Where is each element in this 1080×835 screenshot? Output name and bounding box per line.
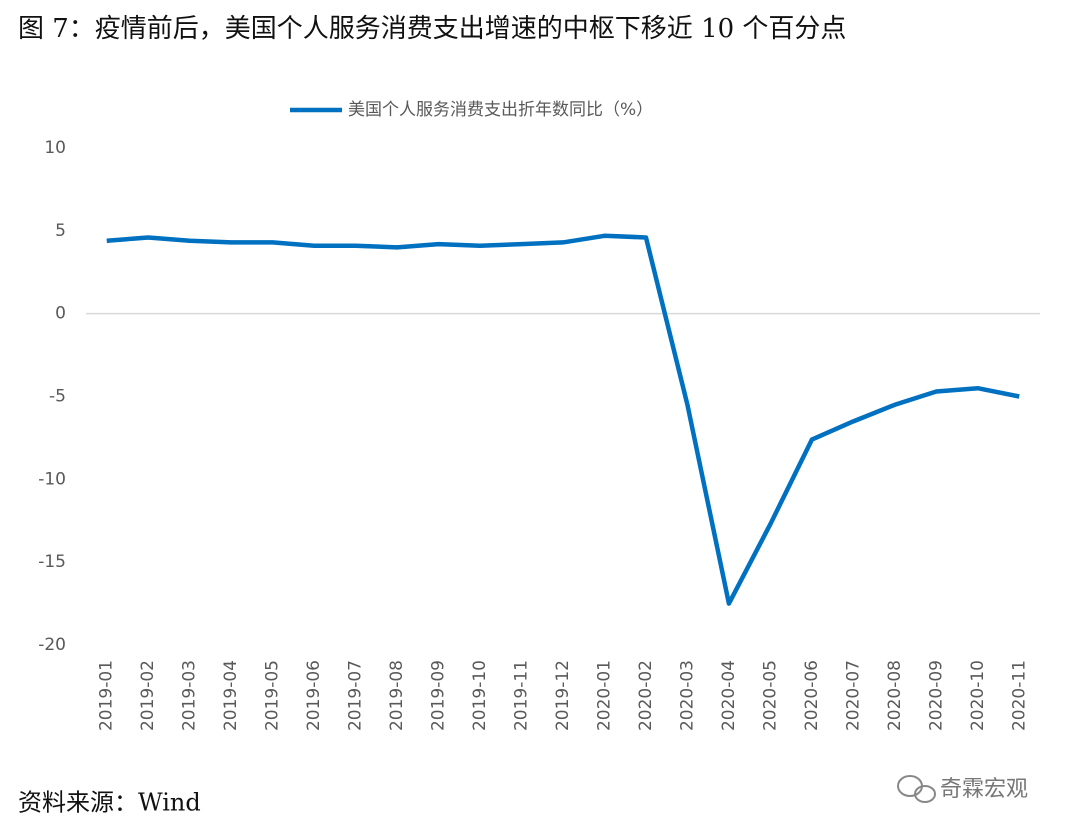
x-tick-label: 2019-03 bbox=[180, 660, 200, 731]
x-tick-label: 2019-06 bbox=[304, 660, 324, 731]
x-tick-label: 2019-09 bbox=[429, 660, 449, 731]
y-tick-label: 10 bbox=[44, 138, 66, 158]
x-tick-label: 2019-01 bbox=[97, 660, 117, 731]
x-tick-label: 2020-06 bbox=[802, 660, 822, 731]
x-tick-label: 2020-07 bbox=[843, 660, 863, 731]
x-tick-label: 2020-03 bbox=[677, 660, 697, 731]
y-tick-label: 0 bbox=[55, 304, 66, 324]
x-tick-label: 2020-10 bbox=[968, 660, 988, 731]
x-tick-label: 2020-02 bbox=[636, 660, 656, 731]
y-tick-label: -20 bbox=[38, 635, 66, 655]
x-tick-label: 2019-04 bbox=[221, 660, 241, 731]
x-tick-label: 2020-04 bbox=[719, 660, 739, 731]
x-tick-label: 2020-08 bbox=[885, 660, 905, 731]
x-tick-label: 2020-09 bbox=[926, 660, 946, 731]
y-tick-label: -15 bbox=[38, 552, 66, 572]
x-tick-label: 2019-02 bbox=[138, 660, 158, 731]
legend-label: 美国个人服务消费支出折年数同比（%） bbox=[348, 100, 653, 120]
watermark-icon bbox=[897, 775, 936, 803]
watermark: 奇霖宏观 bbox=[940, 777, 1028, 802]
x-tick-label: 2020-01 bbox=[594, 660, 614, 731]
x-tick-label: 2019-11 bbox=[512, 660, 532, 731]
x-tick-label: 2020-11 bbox=[1009, 660, 1029, 731]
x-tick-label: 2019-05 bbox=[263, 660, 283, 731]
x-tick-label: 2019-08 bbox=[387, 660, 407, 731]
y-tick-label: -10 bbox=[38, 469, 66, 489]
x-tick-label: 2020-05 bbox=[760, 660, 780, 731]
source-note: 资料来源：Wind bbox=[18, 789, 201, 817]
chart-title: 图 7：疫情前后，美国个人服务消费支出增速的中枢下移近 10 个百分点 bbox=[18, 14, 846, 44]
y-tick-label: -5 bbox=[49, 387, 66, 407]
y-tick-label: 5 bbox=[55, 221, 66, 241]
x-tick-label: 2019-12 bbox=[553, 660, 573, 731]
x-tick-label: 2019-10 bbox=[470, 660, 490, 731]
x-tick-label: 2019-07 bbox=[346, 660, 366, 731]
data-line bbox=[106, 233, 1020, 606]
